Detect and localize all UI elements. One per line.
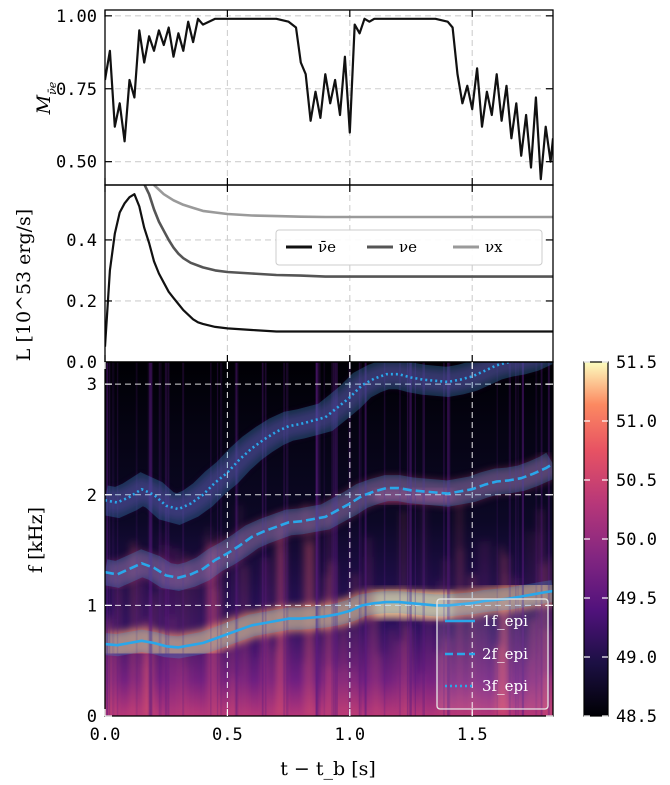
colorbar-tick-label: 50.0 <box>616 530 657 550</box>
epi-line-3 <box>105 362 517 511</box>
mass-fraction-line <box>105 17 553 181</box>
top-ylabel-sub: ν̄e <box>46 81 59 95</box>
xtick-label: 0.5 <box>212 725 243 745</box>
spectrogram-grid <box>105 362 553 716</box>
legend-label-1fepi: 1f_epi <box>482 612 528 630</box>
ytick-label: 1 <box>87 596 97 616</box>
ytick-label: 0.4 <box>66 231 97 251</box>
ytick-label: 0.2 <box>66 292 97 312</box>
ytick-label: 2 <box>87 486 97 506</box>
xtick-label: 1.5 <box>457 725 488 745</box>
legend-label-nux: νx <box>485 238 503 256</box>
xtick-label: 0.0 <box>90 725 121 745</box>
legend-label-nue: νe <box>399 238 417 256</box>
spectrogram-frame <box>104 361 554 717</box>
ytick-label: 0 <box>87 707 97 727</box>
ytick-label: 1.00 <box>56 7 97 27</box>
ytick-label: 0.50 <box>56 153 97 173</box>
top-ylabel-main: M <box>33 94 55 115</box>
spectrogram-ylabel: f [kHz] <box>25 507 47 573</box>
colorbar-ticks: 48.5 49.0 49.5 50.0 50.5 51.0 51.5 <box>584 353 657 727</box>
colorbar-tick-label: 51.5 <box>616 353 657 373</box>
legend-label-3fepi: 3f_epi <box>482 677 528 695</box>
colorbar-tick-label: 50.5 <box>616 471 657 491</box>
colorbar-tick-label: 48.5 <box>616 707 657 727</box>
xtick-label: 1.0 <box>334 725 365 745</box>
legend-label-2fepi: 2f_epi <box>482 645 528 663</box>
luminosity-line-3 <box>153 185 553 219</box>
luminosity-line-1 <box>105 193 553 347</box>
colorbar-tick-label: 49.0 <box>616 648 657 668</box>
middle-ylabel: L [10^53 erg/s] <box>13 209 35 361</box>
epi-legend: 1f_epi 2f_epi 3f_epi <box>436 598 549 710</box>
ytick-label: 3 <box>87 375 97 395</box>
colorbar-tick-label: 49.5 <box>616 589 657 609</box>
x-axis-label: t − t_b [s] <box>280 758 376 780</box>
colorbar-tick-label: 51.0 <box>616 412 657 432</box>
top-ylabel: Mν̄e <box>33 81 59 115</box>
epi-line-1 <box>105 589 553 649</box>
luminosity-line-2 <box>143 185 553 278</box>
legend-label-anue: ν̄e <box>318 238 336 256</box>
ytick-label: 0.0 <box>66 353 97 373</box>
svg-text:Mν̄e: Mν̄e <box>33 81 59 115</box>
ytick-label: 0.75 <box>56 80 97 100</box>
luminosity-legend: ν̄e νe νx <box>275 229 543 266</box>
epi-line-2 <box>105 462 553 579</box>
middle-panel-background <box>105 185 553 362</box>
